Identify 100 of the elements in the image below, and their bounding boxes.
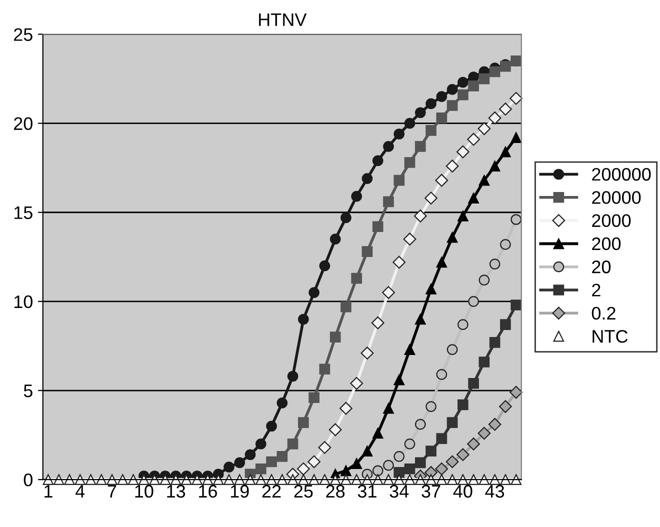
point xyxy=(308,474,320,485)
point xyxy=(436,433,448,444)
point xyxy=(53,474,64,485)
x-tick-label: 16 xyxy=(199,484,217,498)
point xyxy=(435,462,448,476)
point xyxy=(489,160,500,172)
point xyxy=(298,314,309,325)
point xyxy=(181,474,192,485)
point xyxy=(436,369,448,380)
point xyxy=(468,192,479,204)
point xyxy=(478,356,490,368)
point xyxy=(372,465,384,476)
point xyxy=(138,474,150,485)
point xyxy=(426,446,436,456)
point xyxy=(287,438,298,450)
point xyxy=(276,451,288,462)
point xyxy=(394,174,405,186)
x-tick-label: 31 xyxy=(358,484,376,498)
point xyxy=(372,428,384,439)
point xyxy=(340,212,352,224)
point xyxy=(234,457,246,468)
point xyxy=(372,474,384,485)
point xyxy=(160,474,171,485)
x-tick-label: 37 xyxy=(422,484,440,498)
point xyxy=(266,456,277,468)
point xyxy=(404,157,416,168)
point xyxy=(436,474,448,485)
point xyxy=(489,474,500,485)
legend-label: 2000 xyxy=(592,214,631,228)
point xyxy=(85,474,96,485)
point xyxy=(276,398,288,408)
x-tick-label: 22 xyxy=(262,484,281,498)
point xyxy=(276,474,288,485)
legend-label: 200 xyxy=(592,237,621,250)
x-tick-label: 34 xyxy=(390,484,409,498)
legend-label: NTC xyxy=(592,330,628,343)
point xyxy=(362,173,373,184)
legend-label: 0.2 xyxy=(592,306,616,320)
point xyxy=(478,174,490,186)
point xyxy=(404,118,416,129)
point xyxy=(446,344,458,355)
point xyxy=(500,474,511,485)
point xyxy=(478,122,491,136)
point xyxy=(446,474,458,485)
legend-label: 200000 xyxy=(592,168,651,181)
point xyxy=(456,448,470,462)
x-tick-label: 28 xyxy=(326,484,345,498)
point xyxy=(499,102,512,116)
point xyxy=(446,100,458,111)
point xyxy=(255,463,266,474)
y-tick-label: 5 xyxy=(24,384,32,398)
point xyxy=(296,462,310,476)
point xyxy=(424,192,438,205)
point xyxy=(436,112,448,124)
point xyxy=(202,474,214,485)
point xyxy=(255,438,266,450)
point xyxy=(426,125,436,136)
point xyxy=(414,314,426,325)
point xyxy=(458,319,468,330)
point xyxy=(404,463,416,474)
x-tick-label: 43 xyxy=(485,484,504,498)
point xyxy=(510,132,522,143)
point xyxy=(468,296,479,307)
point xyxy=(74,474,86,485)
point xyxy=(266,474,277,485)
point xyxy=(234,474,246,485)
point xyxy=(478,426,491,440)
point xyxy=(467,437,480,450)
point xyxy=(404,344,416,355)
point xyxy=(351,474,362,485)
point xyxy=(170,474,182,485)
point xyxy=(372,155,384,166)
point xyxy=(446,417,458,428)
point xyxy=(426,401,436,412)
point xyxy=(383,402,394,414)
point xyxy=(426,284,436,294)
point xyxy=(383,141,394,152)
point xyxy=(414,418,426,430)
point xyxy=(383,196,394,208)
point xyxy=(478,474,490,485)
point xyxy=(287,474,298,485)
point xyxy=(117,474,128,485)
point xyxy=(392,256,406,269)
x-tick-label: 4 xyxy=(76,485,85,498)
point xyxy=(330,474,341,485)
point xyxy=(500,239,511,250)
point xyxy=(340,474,352,485)
x-tick-label: 10 xyxy=(135,484,154,498)
legend-label: 20 xyxy=(592,260,611,274)
point xyxy=(298,474,309,485)
point xyxy=(436,256,448,268)
point xyxy=(478,73,490,84)
point xyxy=(446,84,458,95)
point xyxy=(458,474,468,485)
chart-title: HTNV xyxy=(259,14,307,26)
point xyxy=(362,446,373,456)
point xyxy=(467,132,480,146)
point xyxy=(340,301,352,312)
y-tick-label: 10 xyxy=(14,295,32,308)
point xyxy=(394,128,405,140)
